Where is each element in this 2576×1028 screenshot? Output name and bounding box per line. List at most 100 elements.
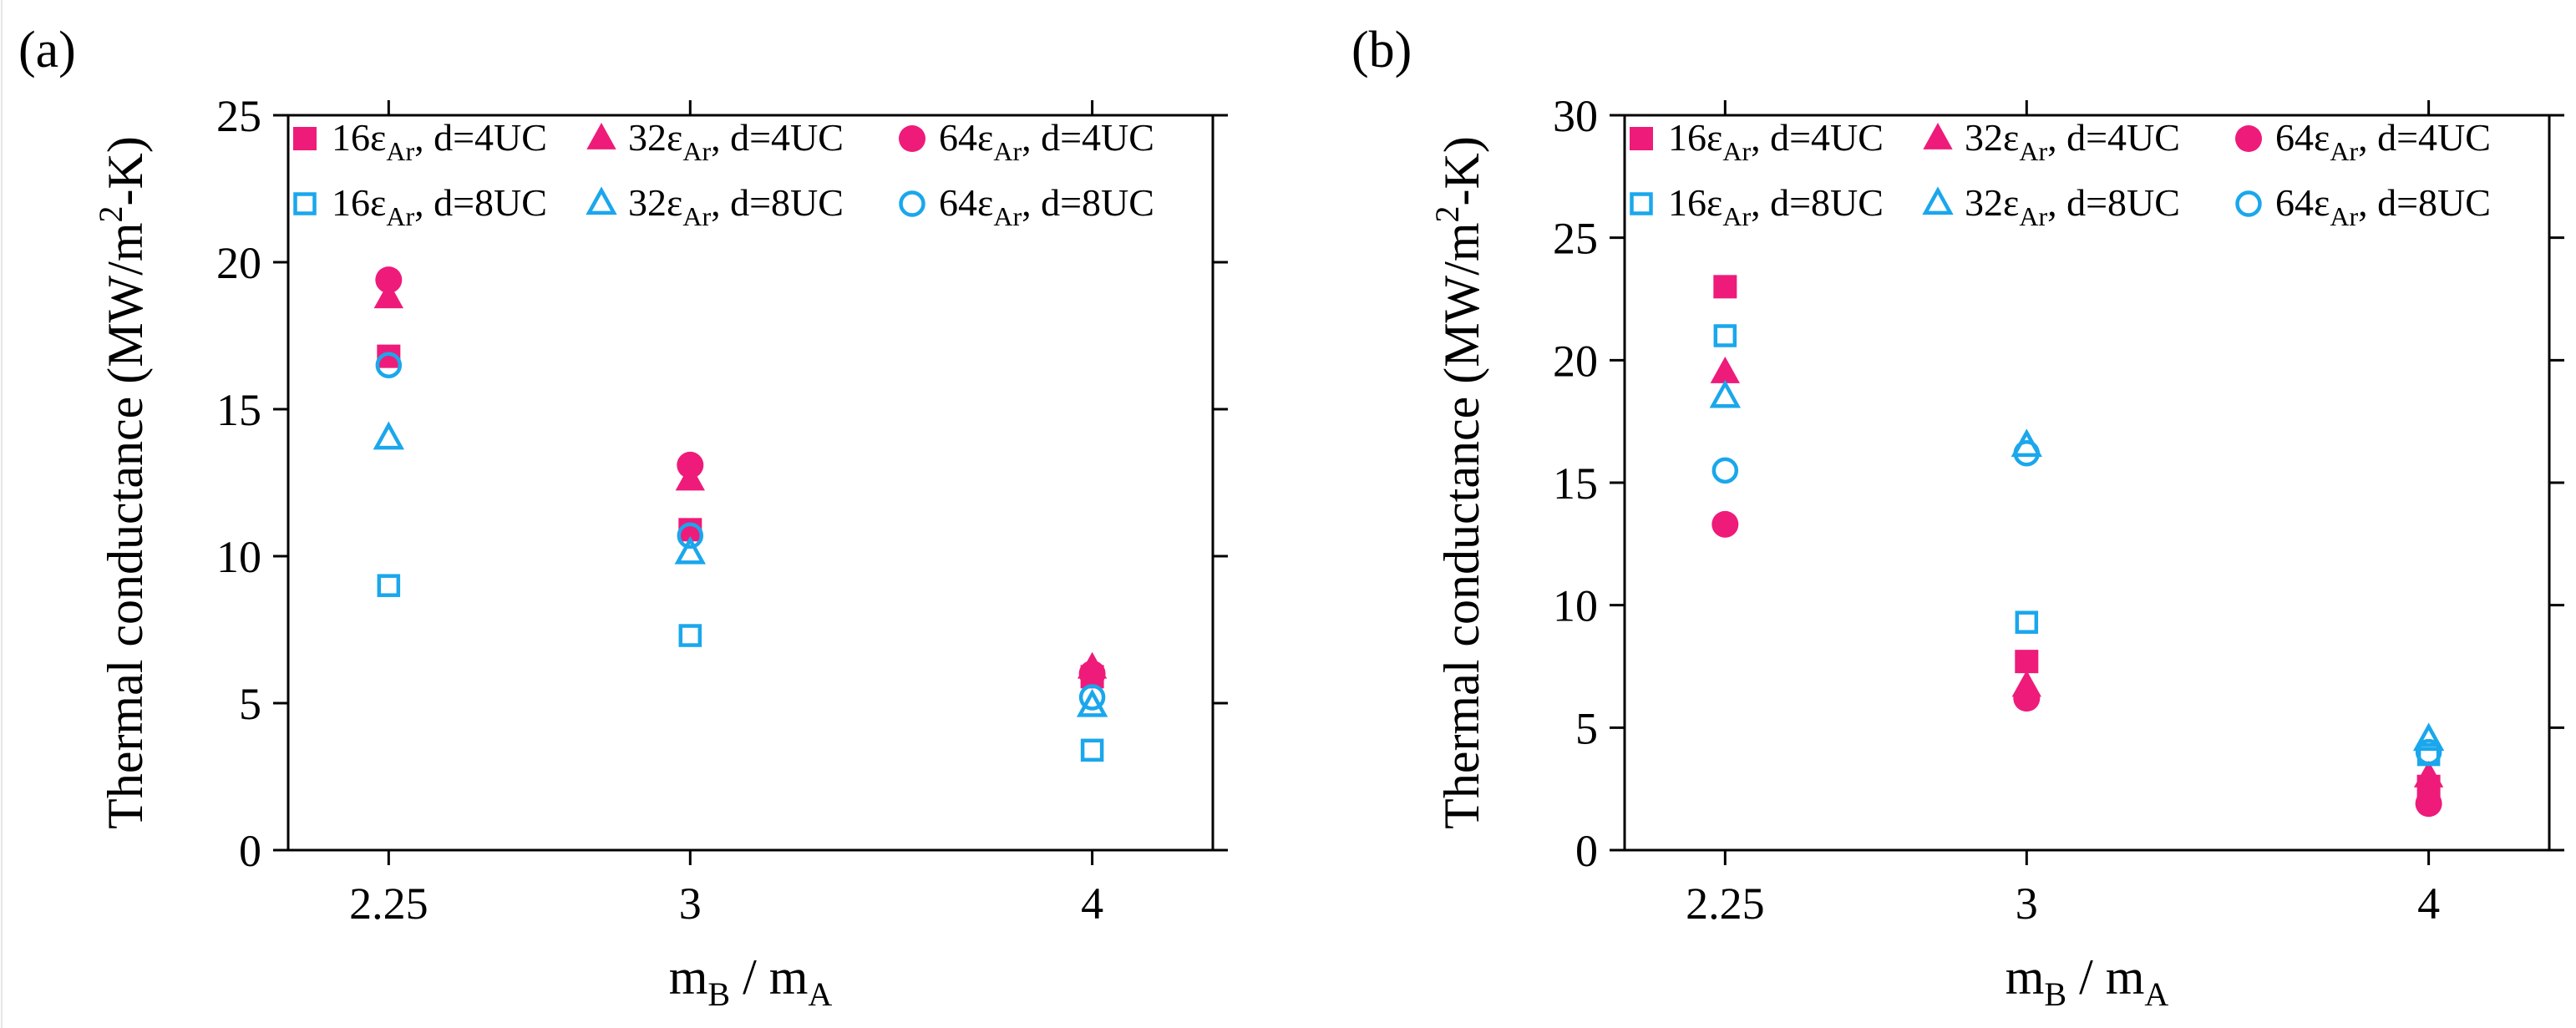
data-point-circle-filled [2415,790,2442,818]
y-tick-label: 20 [1553,336,1598,386]
legend-marker-square [293,127,317,150]
y-axis-label: Thermal conductance (MW/m2-K) [92,136,153,829]
series-5 [375,352,1106,711]
legend-label: 32εAr, d=8UC [1965,181,2180,231]
series-0 [377,344,1104,689]
y-tick-label: 30 [1553,91,1598,141]
data-point-circle-open [375,352,403,378]
data-point-square-open [678,624,702,647]
data-point-circle-open [2415,738,2442,766]
x-tick-label: 4 [1081,879,1103,929]
y-axis-label: Thermal conductance (MW/m2-K) [1428,136,1489,829]
axes-frame [1623,114,2551,852]
series-2 [375,266,1106,687]
series-0 [1713,275,2441,798]
legend-marker-triangle [1923,123,1953,149]
y-tick-label: 10 [216,532,261,582]
data-point-square-open [2015,610,2039,634]
legend-entry: 32εAr, d=8UC [1922,181,2180,231]
y-tick-label: 20 [216,238,261,288]
y-tick-label: 0 [239,826,261,876]
legend-marker-square [1630,127,1653,150]
panel-label: (a) [18,22,76,78]
series-2 [1711,510,2442,818]
legend-entry: 32εAr, d=4UC [1923,116,2180,166]
y-tick-label: 25 [216,91,261,141]
x-tick-label: 2.25 [1686,879,1765,929]
y-tick-label: 15 [216,385,261,435]
data-point-circle-open [1078,684,1106,711]
legend-marker-triangle [1922,186,1954,215]
legend: 16εAr, d=4UC 32εAr, d=4UC 64εAr, d=4UC 16εA… [1630,116,2491,231]
data-point-triangle-open [2412,722,2445,752]
data-point-circle-filled [375,266,403,294]
legend-entry: 16εAr, d=8UC [293,181,547,231]
data-point-triangle-filled [373,281,403,309]
chart-panel-a: (a) 0 5 10 15 20 25 2.25 3 4 mB / mA Thermal conduc… [18,22,1228,1013]
data-point-square-open [1713,324,1737,347]
y-tick-label: 5 [1575,703,1598,753]
chart-panel-b: (b) 0 5 10 15 20 25 30 2.25 3 4 mB / mA Thermal cond… [1351,22,2564,1013]
legend-label: 32εAr, d=8UC [628,181,844,231]
legend-marker-square [1630,192,1653,215]
y-tick-label: 5 [239,679,261,729]
legend-entry: 16εAr, d=4UC [293,116,547,166]
legend-marker-circle [899,190,925,217]
legend-label: 16εAr, d=4UC [332,116,547,166]
legend-marker-circle [2235,125,2262,152]
data-point-circle-open [1711,457,1739,484]
x-tick-label: 3 [679,879,702,929]
legend-label: 16εAr, d=8UC [332,181,547,231]
series-4 [1709,379,2445,752]
legend-entry: 64εAr, d=4UC [2235,116,2491,166]
legend-label: 32εAr, d=4UC [628,116,844,166]
data-point-square-open [1080,738,1104,762]
series-3 [1713,324,2441,767]
series-1 [1710,357,2444,787]
legend-marker-circle [2235,190,2262,217]
legend-entry: 64εAr, d=8UC [2235,181,2491,231]
legend-label: 32εAr, d=4UC [1965,116,2180,166]
data-point-square-filled [2015,650,2039,674]
legend-label: 64εAr, d=8UC [939,181,1154,231]
legend-marker-circle [899,125,925,152]
series-5 [1711,440,2442,766]
legend-entry: 64εAr, d=4UC [899,116,1154,166]
panel-label: (b) [1351,22,1412,78]
legend-label: 64εAr, d=4UC [2275,116,2491,166]
data-point-square-open [377,574,401,597]
data-point-triangle-filled [1710,357,1740,383]
y-tick-label: 0 [1575,826,1598,876]
data-point-circle-filled [1711,510,1739,538]
data-point-circle-filled [2013,685,2041,712]
legend-entry: 32εAr, d=8UC [586,181,844,231]
x-tick-label: 4 [2417,879,2440,929]
legend-label: 64εAr, d=8UC [2275,181,2491,231]
data-point-triangle-open [373,421,405,450]
legend-entry: 32εAr, d=4UC [586,116,844,166]
legend-label: 64εAr, d=4UC [939,116,1154,166]
data-point-triangle-open [1709,379,1742,408]
data-point-circle-open [2013,440,2041,467]
data-point-triangle-filled [2413,761,2444,787]
series-3 [377,574,1104,762]
x-axis-label: mB / mA [669,950,833,1013]
legend-marker-triangle [586,123,616,149]
x-tick-label: 2.25 [349,879,428,929]
series-4 [373,421,1108,717]
data-point-circle-filled [677,451,704,479]
axes-frame [287,114,1214,852]
y-tick-label: 25 [1553,214,1598,264]
data-point-triangle-open [674,535,707,565]
data-point-circle-open [677,522,704,549]
series-1 [373,281,1108,679]
legend-label: 16εAr, d=4UC [1668,116,1884,166]
legend: 16εAr, d=4UC 32εAr, d=4UC 64εAr, d=4UC 16εA… [293,116,1154,231]
legend-marker-triangle [586,186,617,215]
data-point-circle-filled [1078,660,1106,687]
x-tick-label: 3 [2016,879,2038,929]
legend-marker-square [293,192,317,215]
legend-entry: 16εAr, d=4UC [1630,116,1884,166]
x-axis-label: mB / mA [2006,950,2169,1013]
